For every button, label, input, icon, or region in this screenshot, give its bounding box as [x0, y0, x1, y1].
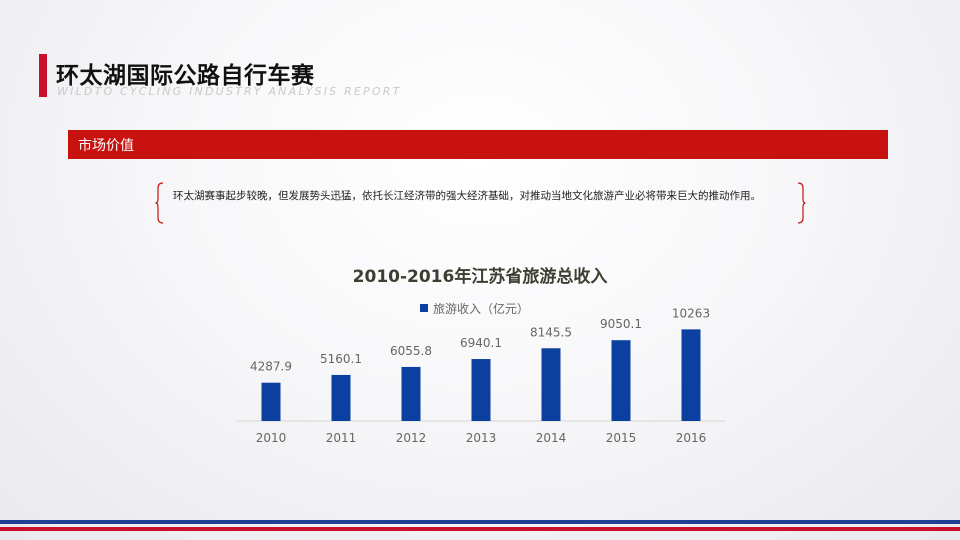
x-tick-2010: 2010	[256, 431, 287, 445]
bar-2011	[331, 374, 351, 421]
page-subtitle: WILDTO CYCLING INDUSTRY ANALYSIS REPORT	[57, 85, 402, 98]
x-tick-2011: 2011	[326, 431, 357, 445]
data-label-2014: 8145.5	[530, 325, 572, 339]
section-header-bar: 市场价值	[68, 130, 888, 159]
bar-2012	[401, 366, 421, 421]
legend-label: 旅游收入（亿元）	[433, 301, 529, 316]
bar-2010	[261, 382, 281, 421]
left-bracket-icon	[155, 182, 164, 224]
x-tick-2016: 2016	[676, 431, 707, 445]
x-tick-2014: 2014	[536, 431, 567, 445]
data-label-2012: 6055.8	[390, 344, 432, 358]
footer-red-stripe	[0, 527, 960, 531]
legend-swatch	[420, 304, 428, 312]
chart-title: 2010-2016年江苏省旅游总收入	[353, 266, 608, 287]
page-title: 环太湖国际公路自行车赛	[56, 63, 315, 89]
footer-blue-stripe	[0, 520, 960, 524]
section-label: 市场价值	[78, 138, 134, 154]
data-label-2015: 9050.1	[600, 317, 642, 331]
bar-2013	[471, 359, 491, 421]
bar-2016	[681, 329, 701, 421]
data-label-2011: 5160.1	[320, 352, 362, 366]
bar-2015	[611, 340, 631, 421]
data-label-2016: 10263	[672, 306, 710, 320]
quote-text: 环太湖赛事起步较晚，但发展势头迅猛，依托长江经济带的强大经济基础，对推动当地文化…	[173, 190, 761, 202]
data-label-2010: 4287.9	[250, 360, 292, 374]
right-bracket-icon	[797, 182, 806, 224]
x-tick-2015: 2015	[606, 431, 637, 445]
x-tick-2012: 2012	[396, 431, 427, 445]
data-label-2013: 6940.1	[460, 336, 502, 350]
title-accent-bar	[39, 54, 47, 97]
bar-2014	[541, 348, 561, 421]
x-tick-2013: 2013	[466, 431, 497, 445]
quote-box: 环太湖赛事起步较晚，但发展势头迅猛，依托长江经济带的强大经济基础，对推动当地文化…	[155, 182, 806, 224]
